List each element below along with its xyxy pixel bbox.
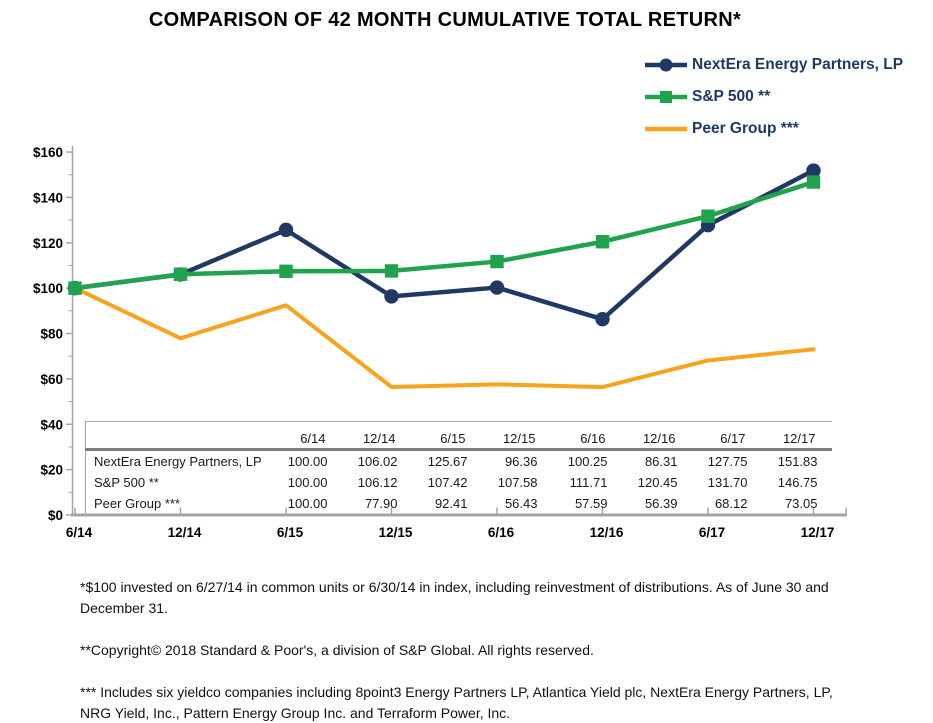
table-cell: 92.41 xyxy=(434,496,468,511)
y-tick-label: $40 xyxy=(40,417,63,432)
table-cell: 100.00 xyxy=(287,475,328,490)
table-cell: 56.43 xyxy=(504,496,538,511)
legend-marker-peer-icon xyxy=(645,126,687,132)
y-tick-label: $100 xyxy=(33,281,63,296)
legend-square xyxy=(660,91,672,103)
marker-sp500 xyxy=(384,264,399,278)
table-row: Peer Group *** 100.00 77.90 92.41 56.43 57.59… xyxy=(86,493,832,514)
legend-label: NextEra Energy Partners, LP xyxy=(692,56,904,73)
marker-sp500 xyxy=(279,264,293,278)
table-head: 6/14 12/14 6/15 12/15 6/16 12/16 6/17 12/17 xyxy=(85,421,832,451)
legend: NextEra Energy Partners, LP S&P 500 ** Pee… xyxy=(645,49,903,145)
x-tick-label: 6/17 xyxy=(699,525,725,540)
table-column-header: 6/14 xyxy=(271,421,342,451)
table-row: NextEra Energy Partners, LP 100.00 106.02 1… xyxy=(86,450,832,473)
y-tick-label: $0 xyxy=(48,508,63,523)
legend-marker-nextera-icon xyxy=(645,58,687,72)
table-cell: 86.31 xyxy=(644,454,678,469)
footnotes: *$100 invested on 6/27/14 in common unit… xyxy=(80,577,840,723)
marker-sp500 xyxy=(595,235,610,249)
table-column-header: 6/15 xyxy=(411,421,482,451)
x-tick-label: 6/14 xyxy=(66,525,93,540)
marker-sp500 xyxy=(806,175,821,189)
legend-label: S&P 500 ** xyxy=(692,88,771,105)
series-line-peer xyxy=(73,286,816,390)
y-tick-label: $160 xyxy=(33,145,63,160)
table-corner-cell xyxy=(85,421,272,451)
table-cell: 57.59 xyxy=(574,496,608,511)
marker-nextera xyxy=(278,222,294,238)
marker-sp500 xyxy=(490,254,504,269)
table-cell: 151.83 xyxy=(777,454,818,469)
marker-sp500 xyxy=(68,281,82,295)
table-row-label: NextEra Energy Partners, LP xyxy=(94,454,262,469)
marker-nextera xyxy=(806,163,821,178)
table-column-header: 6/16 xyxy=(551,421,622,451)
series-peer xyxy=(73,286,816,390)
table-row-label: Peer Group *** xyxy=(94,496,180,511)
y-tick-label: $80 xyxy=(40,327,63,342)
y-tick-label: $20 xyxy=(40,463,63,478)
table-cell: 127.75 xyxy=(707,454,748,469)
table-header-row: 6/14 12/14 6/15 12/15 6/16 12/16 6/17 12/17 xyxy=(85,421,832,451)
x-tick-label: 12/15 xyxy=(379,525,413,540)
marker-nextera xyxy=(595,311,610,327)
table-cell: 106.02 xyxy=(357,454,398,469)
table-cell: 125.67 xyxy=(427,454,468,469)
table-cell: 131.70 xyxy=(707,475,748,490)
table-column-header: 12/17 xyxy=(761,421,832,451)
table-cell: 100.00 xyxy=(287,496,328,511)
legend-item-sp500: S&P 500 ** xyxy=(645,81,903,113)
table-column-header: 12/15 xyxy=(481,421,552,451)
table-body: NextEra Energy Partners, LP 100.00 106.02 1… xyxy=(86,450,832,515)
marker-sp500 xyxy=(701,209,715,223)
table-cell: 107.42 xyxy=(427,475,468,490)
legend-circle xyxy=(659,58,673,72)
y-tick-label: $120 xyxy=(33,236,63,251)
footnote: *** Includes six yieldco companies inclu… xyxy=(80,684,833,721)
series-line-nextera xyxy=(72,168,816,322)
marker-nextera xyxy=(384,289,399,304)
table-column-header: 6/17 xyxy=(691,421,762,451)
table-column-header: 12/14 xyxy=(341,421,412,451)
table-cell: 146.75 xyxy=(777,475,818,490)
x-tick-label: 12/16 xyxy=(590,525,624,540)
y-tick-label: $60 xyxy=(40,372,63,387)
legend-item-peer: Peer Group *** xyxy=(645,113,903,145)
series-line-sp500 xyxy=(72,179,816,291)
chart-title: COMPARISON OF 42 MONTH CUMULATIVE TOTAL … xyxy=(148,9,742,31)
x-tick-label: 12/14 xyxy=(168,525,202,540)
x-tick-label: 6/16 xyxy=(488,525,515,540)
legend-label: Peer Group *** xyxy=(692,120,799,137)
table-cell: 68.12 xyxy=(714,496,748,511)
x-tick-label: 12/17 xyxy=(801,525,835,540)
table-cell: 96.36 xyxy=(504,454,538,469)
series-nextera xyxy=(67,163,821,327)
table-row-label: S&P 500 ** xyxy=(94,475,159,490)
table-cell: 77.90 xyxy=(364,496,398,511)
legend-marker-sp500-icon xyxy=(645,91,687,103)
y-tick-label: $140 xyxy=(33,190,63,205)
legend-item-nextera: NextEra Energy Partners, LP xyxy=(645,49,903,81)
table-cell: 111.71 xyxy=(569,475,608,490)
table-cell: 56.39 xyxy=(644,496,678,511)
footnote: *$100 invested on 6/27/14 in common unit… xyxy=(80,579,829,616)
data-table: 6/14 12/14 6/15 12/15 6/16 12/16 6/17 12/17 Nex… xyxy=(85,421,832,514)
table-cell: 106.12 xyxy=(357,475,398,490)
table-column-header: 12/16 xyxy=(621,421,692,451)
table-row: S&P 500 ** 100.00 106.12 107.42 107.58 111.71… xyxy=(86,472,832,493)
table-cell: 100.00 xyxy=(287,454,328,469)
table-cell: 100.25 xyxy=(567,454,608,469)
table-cell: 120.45 xyxy=(637,475,678,490)
marker-sp500 xyxy=(173,267,188,281)
table-cell: 73.05 xyxy=(784,496,818,511)
table-cell: 107.58 xyxy=(497,475,538,490)
marker-nextera xyxy=(489,280,505,295)
x-tick-label: 6/15 xyxy=(277,525,304,540)
series-sp500 xyxy=(68,175,821,295)
footnote: **Copyright© 2018 Standard & Poor's, a d… xyxy=(80,642,594,658)
